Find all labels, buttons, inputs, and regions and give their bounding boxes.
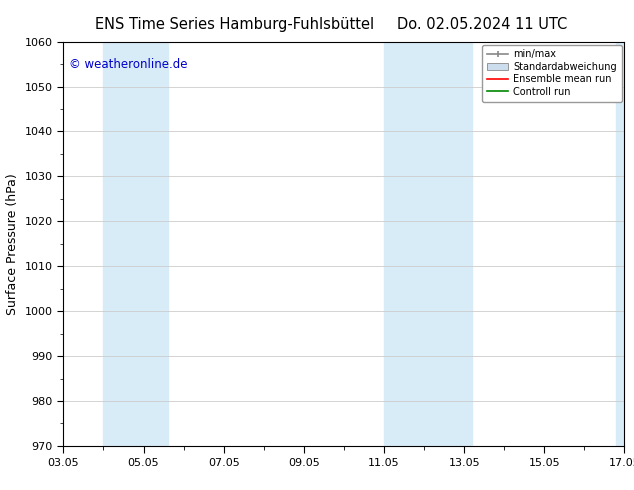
Text: ENS Time Series Hamburg-Fuhlsbüttel: ENS Time Series Hamburg-Fuhlsbüttel [95,17,374,32]
Text: Do. 02.05.2024 11 UTC: Do. 02.05.2024 11 UTC [397,17,567,32]
Bar [616,42,634,446]
Bar [384,42,472,446]
Y-axis label: Surface Pressure (hPa): Surface Pressure (hPa) [6,173,19,315]
Text: © weatheronline.de: © weatheronline.de [69,58,188,71]
Legend: min/max, Standardabweichung, Ensemble mean run, Controll run: min/max, Standardabweichung, Ensemble me… [482,45,621,101]
Bar [103,42,167,446]
